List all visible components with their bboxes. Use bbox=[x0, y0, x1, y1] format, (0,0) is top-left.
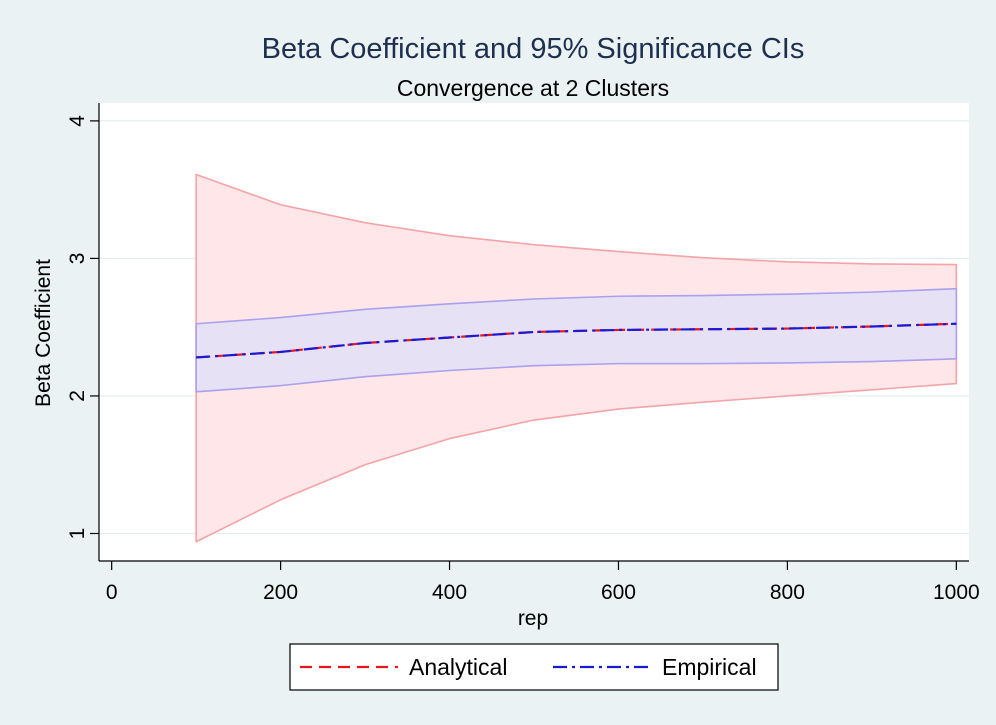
y-axis-ticks: 1 2 3 4 bbox=[66, 115, 99, 540]
confidence-bands bbox=[195, 173, 958, 543]
chart-title: Beta Coefficient and 95% Significance CI… bbox=[262, 33, 805, 65]
x-axis-ticks: 0 200 400 600 800 1000 bbox=[106, 561, 980, 604]
x-tick-label-4: 800 bbox=[770, 581, 805, 604]
y-tick-label-3: 4 bbox=[66, 115, 89, 127]
empirical-ci-band bbox=[195, 287, 958, 393]
y-tick-label-2: 3 bbox=[66, 253, 89, 265]
x-tick-label-0: 0 bbox=[106, 581, 118, 604]
y-tick-label-0: 1 bbox=[66, 528, 89, 540]
x-tick-label-3: 600 bbox=[601, 581, 636, 604]
chart-subtitle: Convergence at 2 Clusters bbox=[397, 75, 669, 101]
y-axis-label: Beta Coefficient bbox=[32, 259, 55, 407]
legend-box bbox=[289, 643, 779, 691]
empirical-line bbox=[196, 322, 957, 359]
legend: Analytical Empirical bbox=[289, 643, 779, 691]
x-tick-label-5: 1000 bbox=[933, 581, 980, 604]
series-lines bbox=[196, 322, 957, 359]
y-tick-label-1: 2 bbox=[66, 390, 89, 402]
legend-label-empirical: Empirical bbox=[662, 654, 757, 680]
x-axis-label: rep bbox=[518, 607, 548, 630]
x-tick-label-1: 200 bbox=[263, 581, 298, 604]
x-tick-label-2: 400 bbox=[432, 581, 467, 604]
legend-label-analytical: Analytical bbox=[409, 654, 507, 680]
